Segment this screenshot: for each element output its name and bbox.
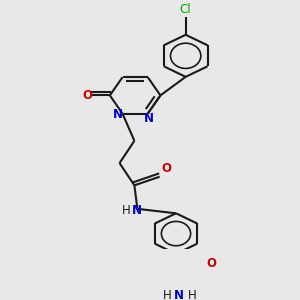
Text: H: H [122, 204, 130, 217]
Text: N: N [113, 108, 123, 121]
Text: O: O [82, 89, 93, 102]
Text: Cl: Cl [180, 3, 191, 16]
Text: H: H [163, 289, 172, 300]
Text: N: N [144, 112, 154, 124]
Text: O: O [206, 257, 216, 270]
Text: O: O [161, 163, 171, 176]
Text: N: N [132, 204, 142, 217]
Text: H: H [188, 289, 196, 300]
Text: N: N [174, 289, 184, 300]
